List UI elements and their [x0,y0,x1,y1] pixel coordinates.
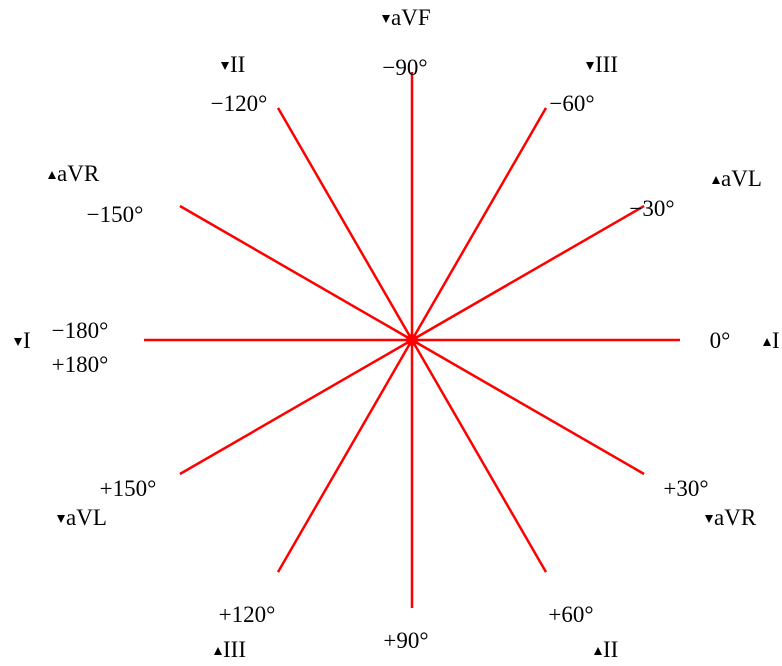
axis-ray-120 [276,339,414,573]
lead-label-120: III [223,637,246,661]
angle-label-120: +120° [219,602,276,627]
lead-label-0: I [772,328,780,353]
lead-label-180: I [23,328,31,353]
lead-polarity-down-icon [14,338,22,346]
lead-polarity-down-icon [57,515,65,523]
angle-label-n120: −120° [211,91,268,116]
lead-polarity-up-icon [214,647,222,655]
lead-polarity-up-icon [48,171,56,179]
lead-label-n120: II [230,52,245,77]
lead-polarity-down-icon [221,62,229,70]
center-point [406,334,418,346]
lead-label-n60: III [595,52,618,77]
angle-label-180: −180° [52,318,109,343]
axis-ray-n150 [179,204,413,342]
axis-ray-150 [179,338,413,476]
lead-polarity-up-icon [763,338,771,346]
axis-ray-n30 [411,204,645,342]
axis-ray-30 [411,338,645,476]
lead-polarity-down-icon [586,62,594,70]
lead-label-n30: aVL [721,166,762,191]
lead-polarity-up-icon [712,176,720,184]
angle-label-180-positive: +180° [52,352,109,377]
axis-ray-n120 [276,107,414,341]
axis-rays [144,72,680,608]
lead-polarity-up-icon [594,647,602,655]
lead-label-n150: aVR [57,161,100,186]
angle-label-n30: −30° [629,196,674,221]
lead-polarity-down-icon [382,15,390,23]
axis-ray-60 [410,339,548,573]
angle-label-0: 0° [710,328,731,353]
lead-label-60: II [603,637,618,661]
angle-label-n60: −60° [549,91,594,116]
axis-labels: 0°I+30°aVR+60°II+90°aVF+120°III+150°aVL−… [14,5,780,666]
axis-ray-n60 [410,107,548,341]
angle-label-60: +60° [548,602,593,627]
lead-label-n90: aVF [391,5,431,30]
lead-label-150: aVL [66,505,107,530]
lead-polarity-down-icon [705,515,713,523]
angle-label-90: +90° [383,628,428,653]
angle-label-n150: −150° [87,202,144,227]
angle-label-n90: −90° [382,55,427,80]
angle-label-150: +150° [100,476,157,501]
angle-label-30: +30° [663,476,708,501]
lead-label-30: aVR [714,505,757,530]
